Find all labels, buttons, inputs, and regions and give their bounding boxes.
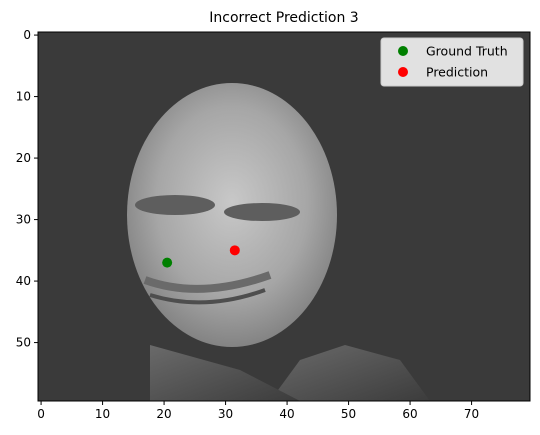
x-tick-label: 30	[218, 407, 233, 421]
x-tick-label: 40	[279, 407, 294, 421]
y-tick-label: 0	[23, 28, 31, 42]
x-tick-label: 20	[156, 407, 171, 421]
legend-marker-ground-truth	[398, 46, 408, 56]
y-tick-label: 20	[16, 151, 31, 165]
legend-label-ground-truth: Ground Truth	[426, 44, 508, 59]
x-tick-label: 50	[341, 407, 356, 421]
prediction-point	[229, 245, 240, 256]
y-tick-label: 30	[16, 213, 31, 227]
x-tick-label: 60	[402, 407, 417, 421]
y-axis: 0 10 20 30 40 50	[16, 28, 38, 350]
x-tick-label: 70	[464, 407, 479, 421]
ground-truth-point	[162, 257, 173, 268]
face-image	[38, 32, 530, 401]
legend-marker-prediction	[398, 67, 408, 77]
legend-label-prediction: Prediction	[426, 65, 488, 80]
data-points	[162, 245, 240, 268]
y-tick-label: 10	[16, 90, 31, 104]
y-tick-label: 40	[16, 274, 31, 288]
x-tick-label: 0	[37, 407, 45, 421]
x-tick-label: 10	[95, 407, 110, 421]
legend: Ground Truth Prediction	[380, 37, 524, 87]
y-tick-label: 50	[16, 336, 31, 350]
legend-box	[380, 37, 524, 87]
plot-frame	[37, 31, 531, 402]
chart-title: Incorrect Prediction 3	[209, 10, 358, 26]
x-axis: 0 10 20 30 40 50 60 70	[37, 401, 479, 421]
